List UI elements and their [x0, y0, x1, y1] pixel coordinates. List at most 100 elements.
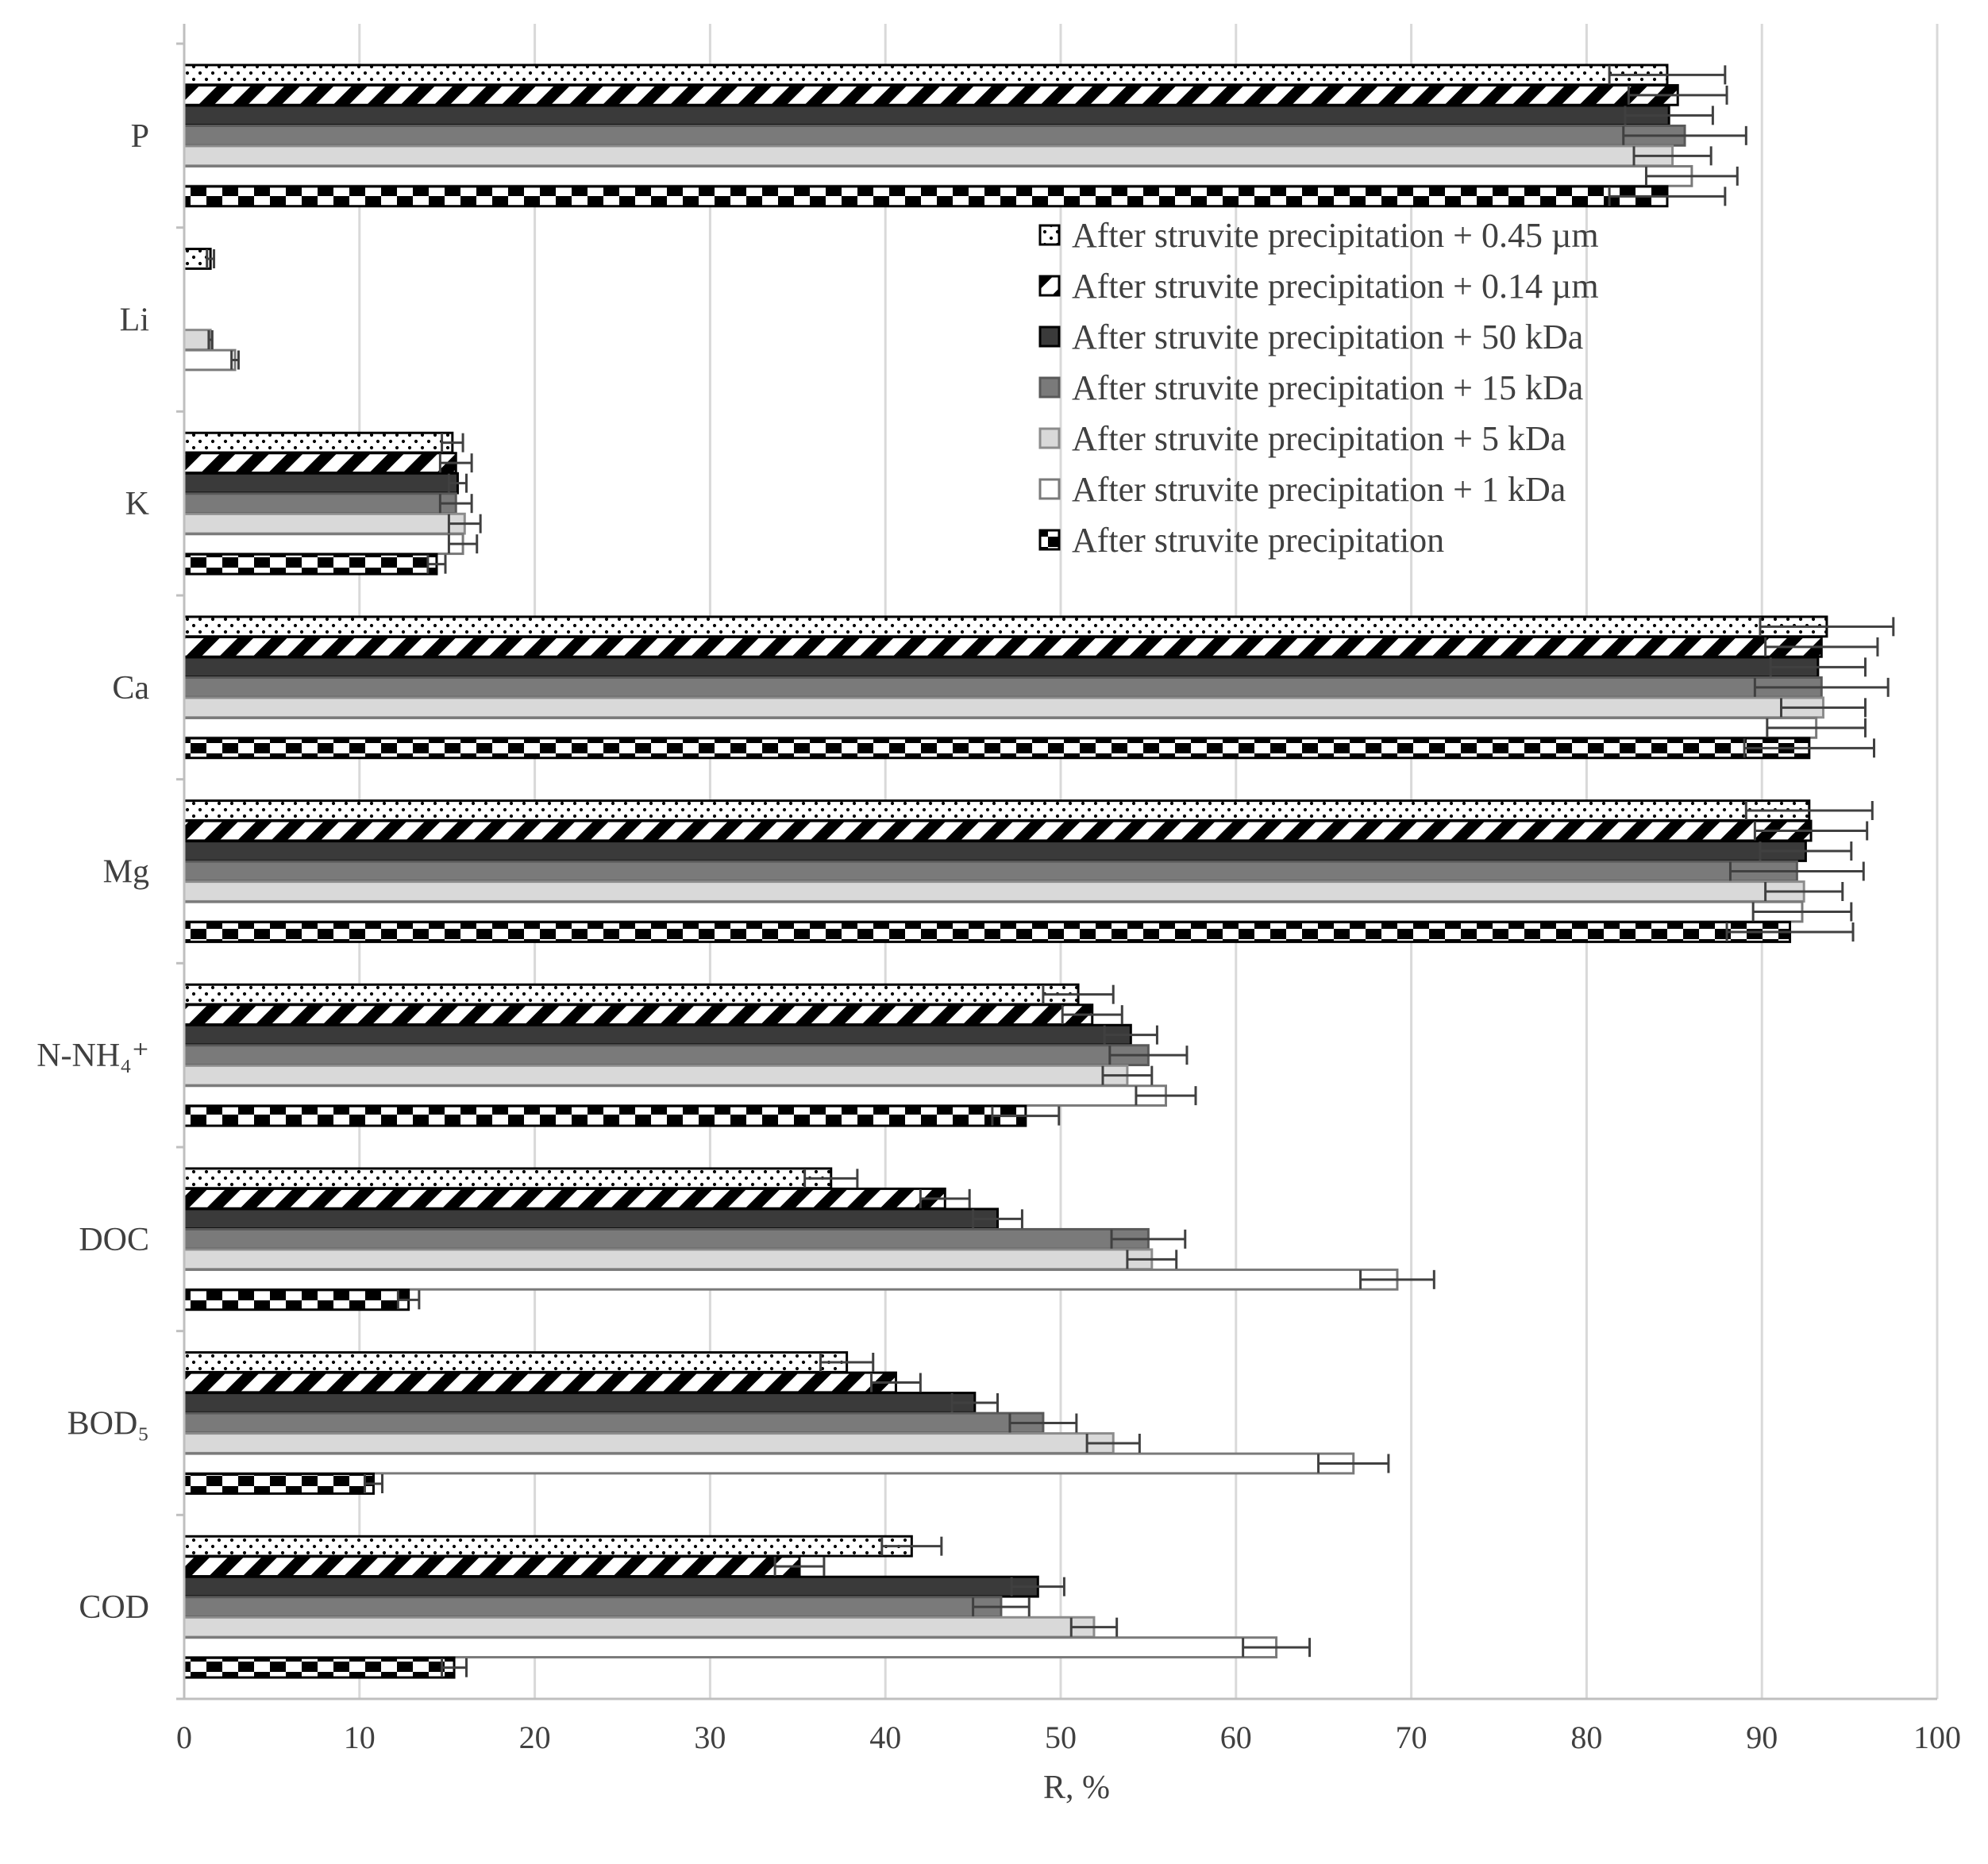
bar-ca-series-5 — [183, 696, 1824, 719]
error-bar-k-series-1 — [441, 433, 464, 453]
bar-p-series-3 — [183, 104, 1670, 127]
error-bar-mg-series-3 — [1759, 841, 1853, 861]
error-bar-doc-series-5 — [1126, 1250, 1178, 1269]
error-bars-layer — [206, 65, 1895, 1677]
bar-p-series-6 — [183, 164, 1693, 187]
legend-label: After struvite precipitation + 0.45 µm — [1072, 216, 1599, 255]
bar-doc-series-1 — [183, 1167, 833, 1190]
error-bar-cod-series-4 — [972, 1597, 1031, 1617]
bar-p-series-7 — [183, 185, 1669, 208]
category-label-doc: DOC — [79, 1222, 149, 1258]
bar-mg-series-5 — [183, 880, 1805, 903]
error-bar-k-series-4 — [438, 494, 473, 514]
legend-swatch — [1038, 325, 1061, 348]
error-bar-bod-series-2 — [870, 1373, 922, 1392]
legend-item-5: After struvite precipitation + 5 kDa — [1038, 419, 1566, 458]
error-bar-n-nh-series-4 — [1108, 1046, 1189, 1065]
bar-cod-series-7 — [183, 1656, 456, 1679]
error-bar-mg-series-4 — [1728, 861, 1865, 881]
bar-bod-series-1 — [183, 1351, 849, 1373]
legend-swatch — [1038, 478, 1061, 500]
legend: After struvite precipitation + 0.45 µm Af… — [1038, 216, 1599, 560]
bar-bod-series-7 — [183, 1473, 375, 1495]
error-bar-doc-series-3 — [972, 1209, 1023, 1229]
error-bar-ca-series-3 — [1769, 657, 1867, 677]
bar-n-nh-series-7 — [183, 1104, 1027, 1127]
bar-k-series-1 — [183, 431, 454, 454]
error-bar-bod-series-7 — [363, 1474, 384, 1493]
bar-n-nh-series-1 — [183, 983, 1080, 1006]
bar-p-series-4 — [183, 124, 1686, 147]
error-bar-cod-series-3 — [1010, 1577, 1065, 1596]
error-bar-ca-series-5 — [1779, 698, 1867, 718]
legend-label: After struvite precipitation + 0.14 µm — [1072, 267, 1599, 306]
error-bar-mg-series-7 — [1725, 922, 1855, 942]
error-bar-li-series-1 — [206, 249, 216, 268]
error-bar-ca-series-4 — [1753, 677, 1890, 697]
x-tick-label-10: 10 — [344, 1720, 376, 1755]
bar-p-series-2 — [183, 83, 1679, 106]
error-bar-mg-series-2 — [1753, 821, 1869, 841]
bar-bod-series-5 — [183, 1432, 1115, 1454]
bar-bod-series-4 — [183, 1411, 1045, 1435]
bar-cod-series-5 — [183, 1616, 1096, 1639]
bar-doc-series-6 — [183, 1268, 1399, 1291]
legend-item-4: After struvite precipitation + 15 kDa — [1038, 368, 1583, 407]
x-tick-label-40: 40 — [869, 1720, 901, 1755]
axis-layer: P Li K Ca Mg N-NH₄⁺ DOC BOD₅ COD 0 10 20 30 40 50 60 70 8… — [37, 24, 1961, 1806]
bar-cod-series-6 — [183, 1636, 1278, 1659]
error-bar-n-nh-series-2 — [1061, 1005, 1123, 1025]
legend-swatch — [1038, 376, 1061, 399]
category-label-cod: COD — [79, 1589, 149, 1626]
error-bar-n-nh-series-7 — [991, 1106, 1061, 1126]
legend-item-6: After struvite precipitation + 1 kDa — [1038, 470, 1566, 509]
bar-mg-series-4 — [183, 860, 1798, 883]
bar-k-series-6 — [183, 533, 464, 556]
bar-li-series-6 — [183, 349, 237, 372]
x-tick-label-60: 60 — [1220, 1720, 1252, 1755]
bar-bod-series-6 — [183, 1452, 1355, 1475]
error-bar-p-series-4 — [1622, 125, 1747, 145]
bar-mg-series-2 — [183, 819, 1813, 842]
error-bar-bod-series-3 — [950, 1393, 1000, 1412]
x-tick-label-90: 90 — [1746, 1720, 1778, 1755]
bar-cod-series-1 — [183, 1535, 913, 1558]
bar-k-series-7 — [183, 553, 438, 576]
bar-p-series-5 — [183, 144, 1674, 168]
error-bar-li-series-5 — [207, 330, 214, 349]
bar-cod-series-2 — [183, 1555, 801, 1578]
error-bar-bod-series-5 — [1085, 1434, 1141, 1453]
legend-label: After struvite precipitation — [1072, 521, 1444, 560]
error-bar-doc-series-2 — [919, 1188, 971, 1208]
x-axis-title: R, % — [1043, 1770, 1110, 1806]
error-bar-bod-series-6 — [1317, 1454, 1390, 1473]
legend-swatch — [1038, 224, 1061, 246]
error-bar-n-nh-series-6 — [1135, 1086, 1197, 1106]
error-bar-mg-series-6 — [1751, 902, 1853, 922]
error-bar-doc-series-6 — [1359, 1269, 1435, 1289]
error-bar-k-series-6 — [447, 534, 479, 554]
error-bar-doc-series-4 — [1110, 1229, 1187, 1249]
error-bar-ca-series-2 — [1764, 637, 1879, 657]
bar-li-series-5 — [183, 329, 212, 351]
bar-ca-series-1 — [183, 615, 1828, 638]
error-bar-k-series-7 — [426, 554, 447, 574]
legend-swatch — [1038, 427, 1061, 449]
error-bar-p-series-3 — [1624, 106, 1714, 125]
legend-item-7: After struvite precipitation — [1038, 521, 1444, 560]
bar-mg-series-1 — [183, 799, 1811, 822]
error-bar-cod-series-2 — [773, 1557, 826, 1577]
bars-layer — [183, 64, 1828, 1679]
x-tick-label-50: 50 — [1045, 1720, 1077, 1755]
error-bar-k-series-5 — [447, 514, 482, 533]
legend-item-3: After struvite precipitation + 50 kDa — [1038, 318, 1583, 356]
error-bar-bod-series-1 — [819, 1353, 875, 1372]
category-label-k: K — [125, 486, 149, 522]
bar-k-series-4 — [183, 492, 457, 515]
bar-n-nh-series-5 — [183, 1064, 1129, 1087]
error-bar-k-series-3 — [447, 473, 468, 493]
bar-p-series-1 — [183, 64, 1669, 87]
legend-label: After struvite precipitation + 50 kDa — [1072, 318, 1583, 356]
